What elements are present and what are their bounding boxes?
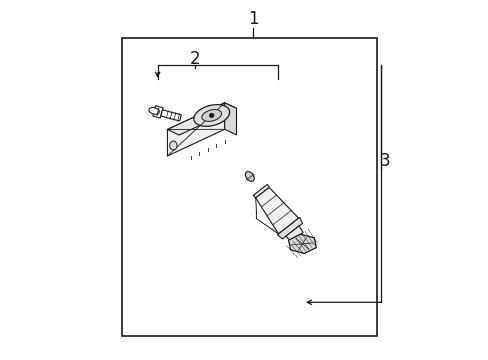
Text: 2: 2 <box>189 50 200 68</box>
Ellipse shape <box>169 141 177 150</box>
Ellipse shape <box>193 105 229 126</box>
Polygon shape <box>253 184 269 198</box>
Ellipse shape <box>149 108 159 114</box>
Ellipse shape <box>245 171 254 181</box>
Polygon shape <box>285 226 303 242</box>
Polygon shape <box>224 103 236 135</box>
Circle shape <box>209 113 214 118</box>
Polygon shape <box>255 187 298 234</box>
Polygon shape <box>152 106 163 118</box>
Text: 3: 3 <box>378 152 389 170</box>
Polygon shape <box>167 103 236 135</box>
Polygon shape <box>167 103 224 156</box>
Polygon shape <box>288 234 316 253</box>
Polygon shape <box>161 110 181 121</box>
Bar <box>122 38 377 336</box>
Ellipse shape <box>202 109 221 121</box>
Polygon shape <box>277 217 302 239</box>
Text: 1: 1 <box>247 10 258 28</box>
